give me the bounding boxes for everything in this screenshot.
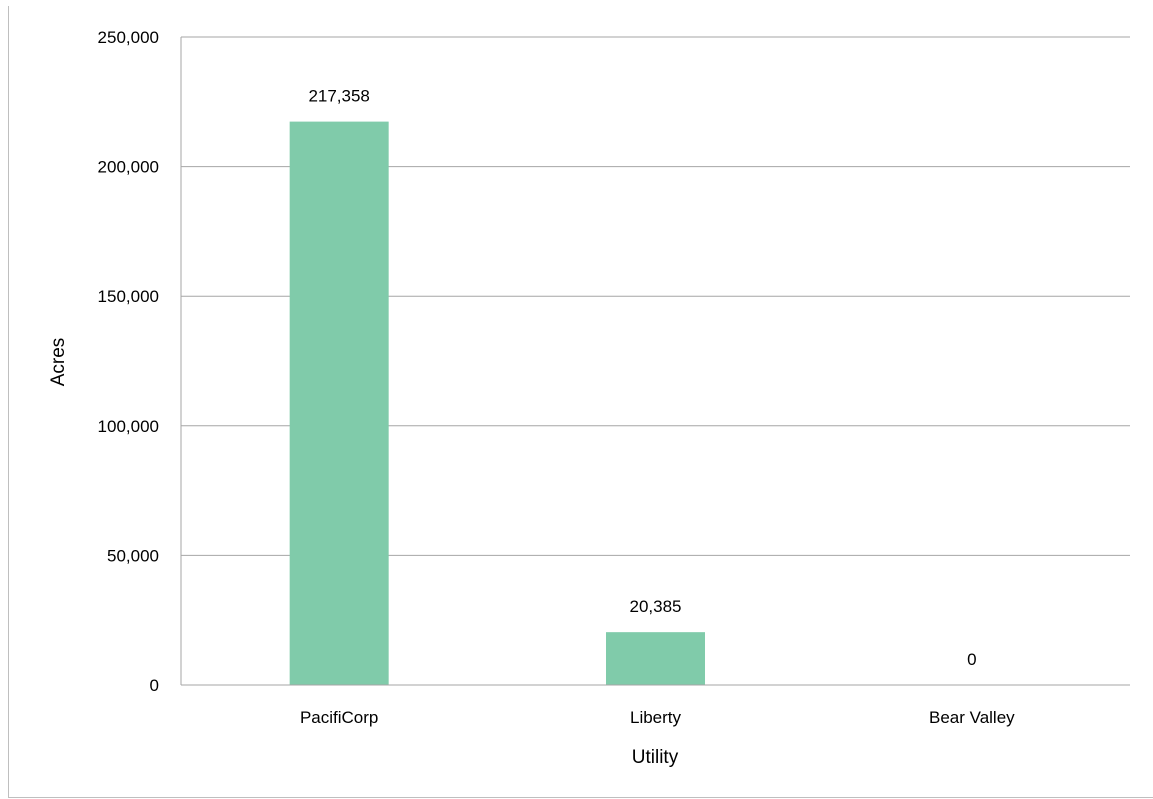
bar-data-label: 217,358 (308, 87, 369, 106)
y-tick-label: 0 (150, 676, 159, 695)
x-axis-title: Utility (632, 747, 679, 768)
y-tick-label: 250,000 (98, 28, 159, 47)
x-category-label: Liberty (630, 708, 682, 727)
chart-frame (8, 6, 1153, 798)
x-category-label: Bear Valley (929, 708, 1015, 727)
axes (180, 37, 1130, 686)
bar (606, 632, 705, 685)
y-tick-label: 150,000 (98, 287, 159, 306)
y-tick-label: 100,000 (98, 417, 159, 436)
bar-data-label: 0 (967, 650, 976, 669)
y-tick-label: 200,000 (98, 158, 159, 177)
bar (289, 121, 389, 686)
y-axis-title: Acres (48, 338, 69, 387)
bars (289, 121, 705, 686)
bar-data-label: 20,385 (630, 597, 682, 616)
labels: 0 50,000 100,000 150,000 200,000 250,000 217,3… (98, 28, 1016, 727)
y-tick-label: 50,000 (107, 546, 159, 565)
x-category-label: PacifiCorp (300, 708, 378, 727)
